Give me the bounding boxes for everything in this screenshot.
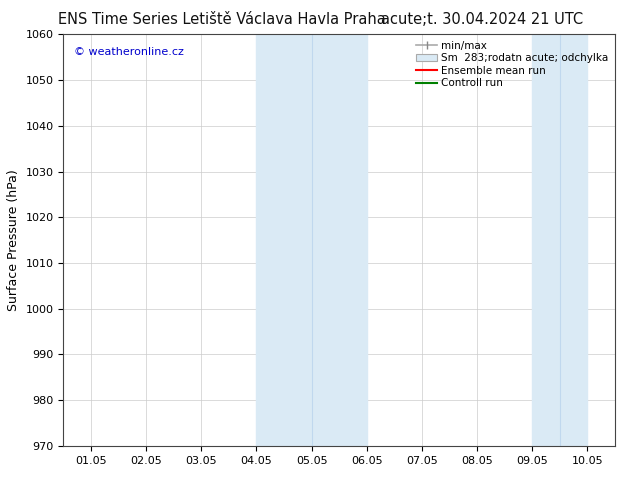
Text: acute;t. 30.04.2024 21 UTC: acute;t. 30.04.2024 21 UTC (381, 12, 583, 27)
Legend: min/max, Sm  283;rodatn acute; odchylka, Ensemble mean run, Controll run: min/max, Sm 283;rodatn acute; odchylka, … (413, 37, 612, 92)
Bar (256, 34, 367, 446)
Text: ENS Time Series Letiště Václava Havla Praha: ENS Time Series Letiště Václava Havla Pr… (58, 12, 385, 27)
Bar (533, 34, 588, 446)
Text: © weatheronline.cz: © weatheronline.cz (74, 47, 184, 57)
Y-axis label: Surface Pressure (hPa): Surface Pressure (hPa) (7, 169, 20, 311)
